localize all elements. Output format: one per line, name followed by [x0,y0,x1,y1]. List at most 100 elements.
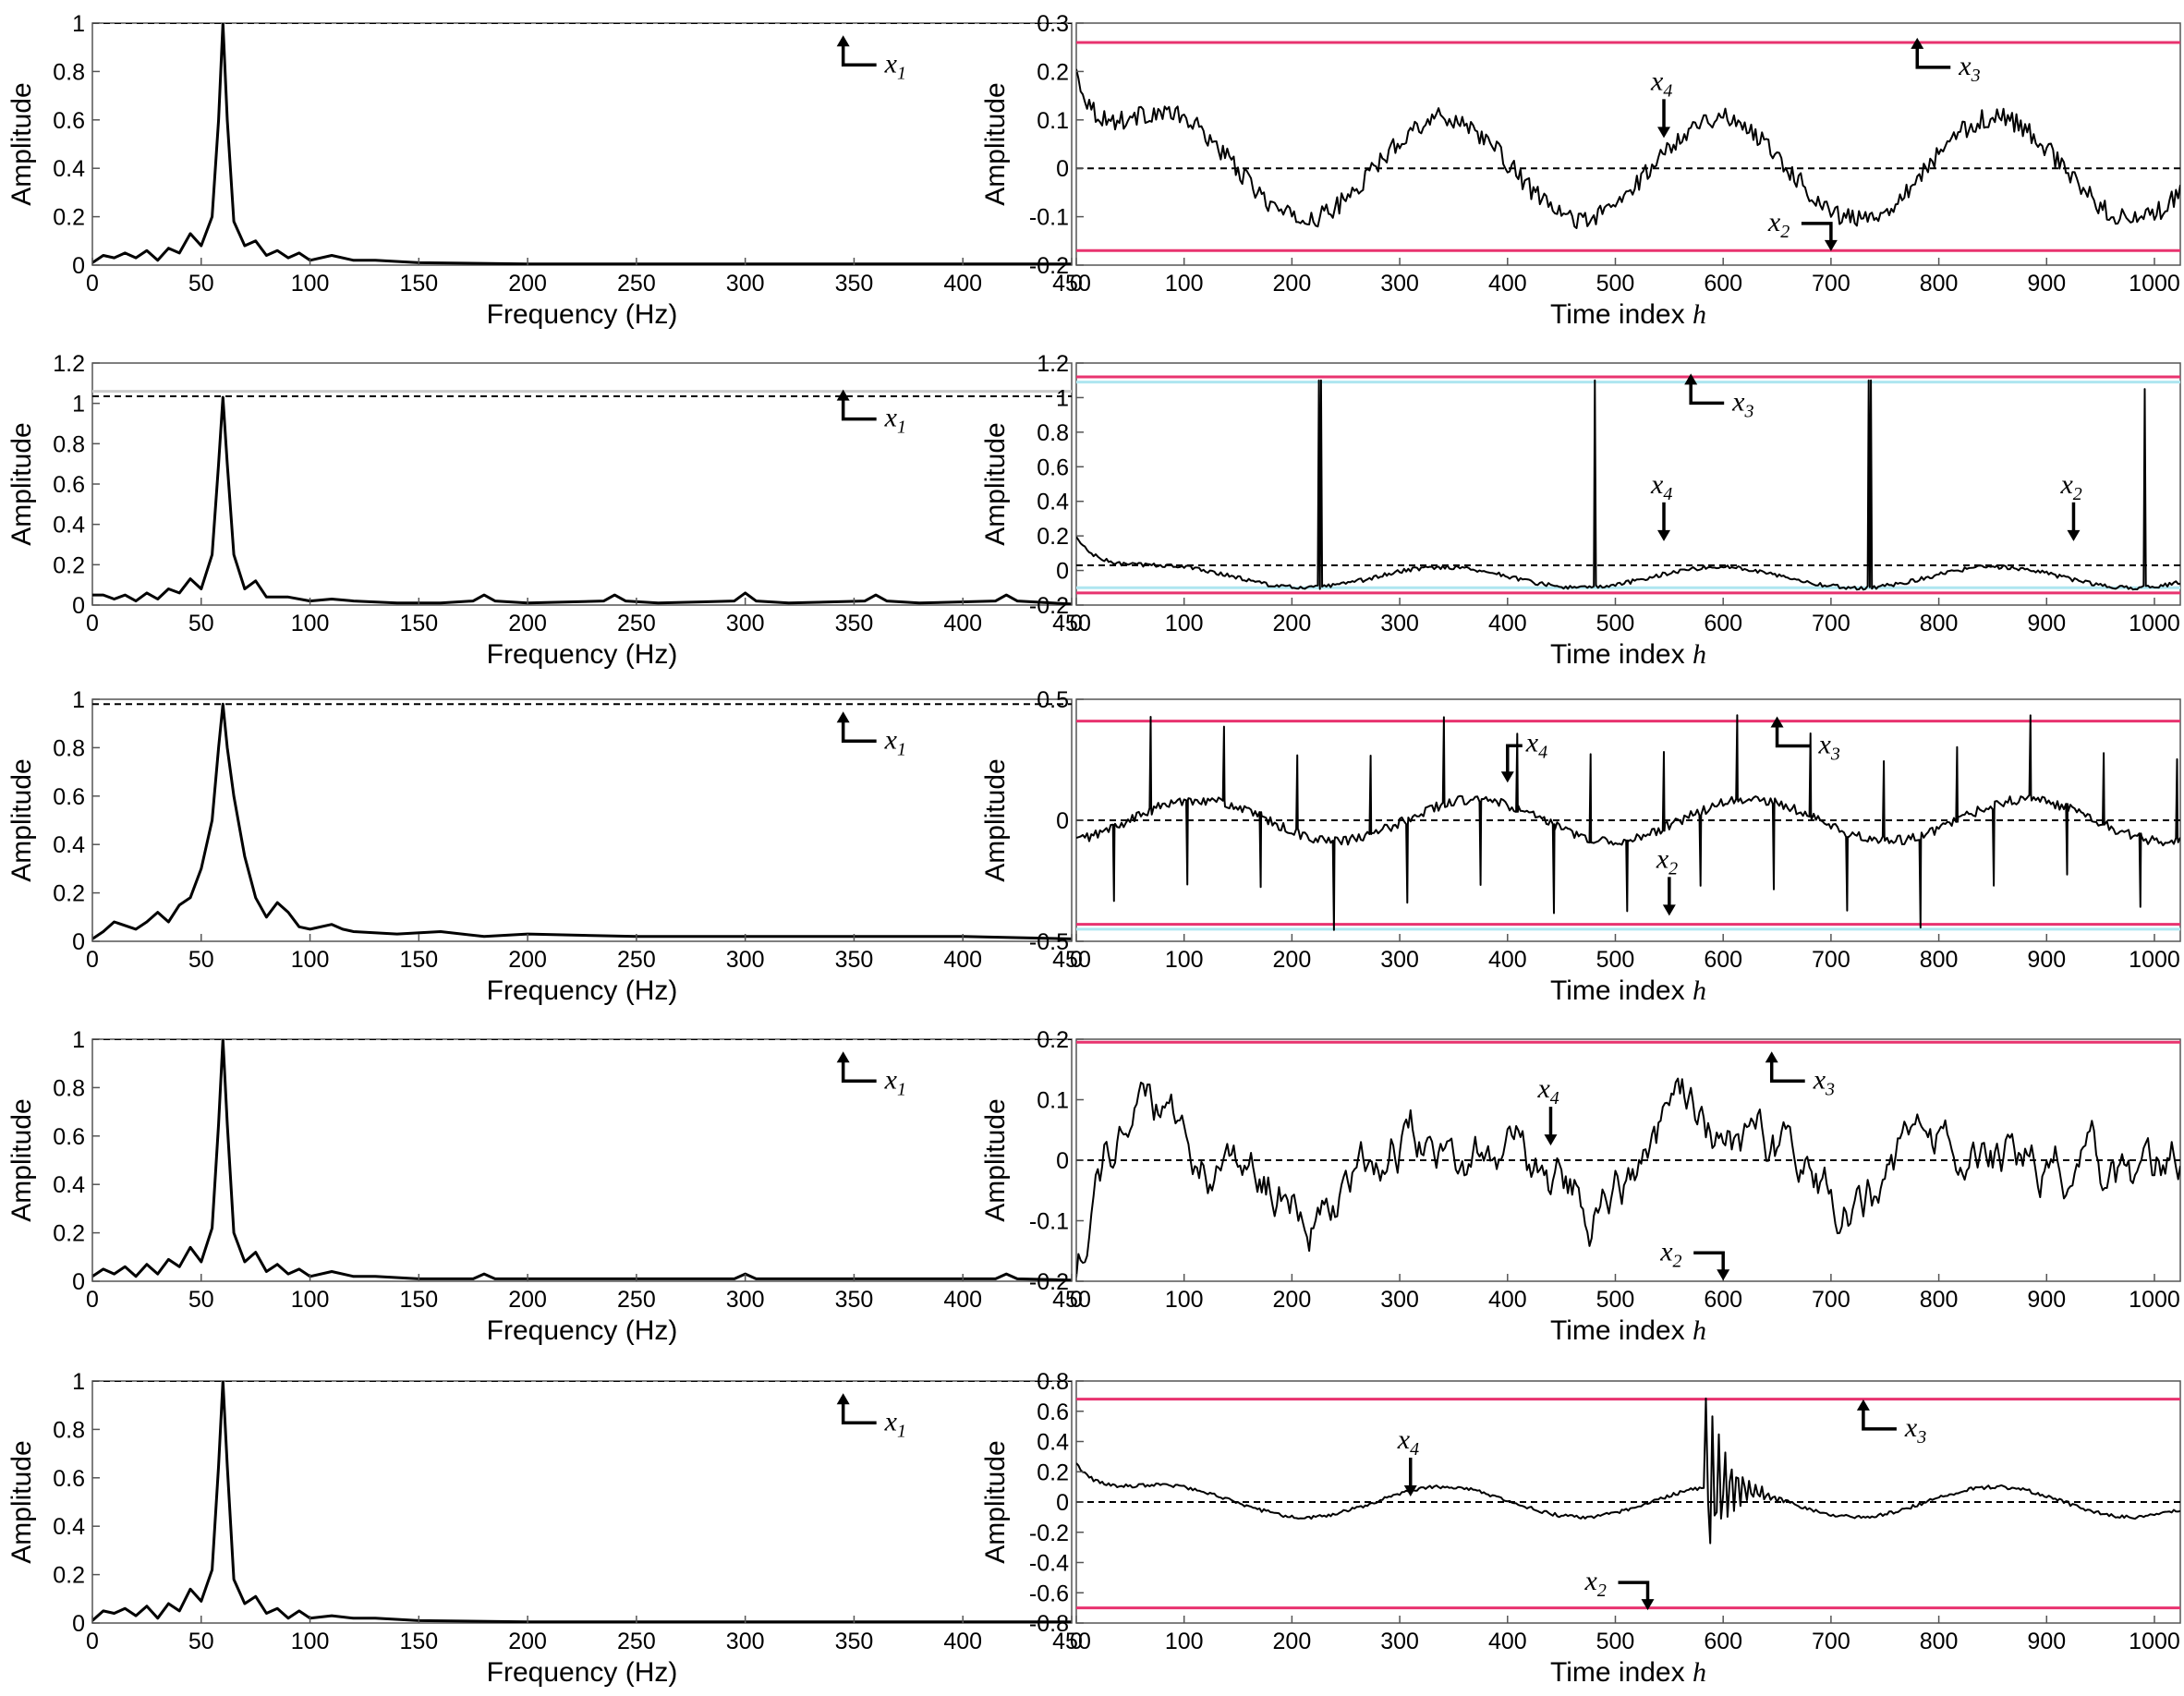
y-tick-label: 0.4 [53,1514,85,1540]
x-tick-label: 300 [726,1287,765,1313]
y-tick-label: 0 [72,593,85,619]
x-tick-label: 100 [291,1629,330,1654]
plot-frame [91,362,1073,606]
x-tick-label: 200 [1273,1287,1312,1313]
series-line [1076,714,2180,931]
y-tick-label: 0.5 [1037,687,1069,713]
y-tick-label: 0.8 [1037,420,1069,446]
x-tick-label: 250 [617,1629,656,1654]
x-tick-label: 500 [1596,271,1635,297]
series-line [1076,379,2180,591]
y-tick-label: 0.2 [1037,1460,1069,1485]
y-tick-label: 0 [1056,559,1069,585]
x-tick-label: 100 [1165,1287,1204,1313]
x-tick-label: 50 [188,611,214,636]
x-tick-label: 800 [1920,1287,1959,1313]
x-tick-label: 500 [1596,1287,1635,1313]
x-tick-label: 400 [1488,947,1527,973]
x-tick-label: 900 [2027,271,2066,297]
y-tick-label: -0.1 [1029,205,1069,231]
x-tick-label: 800 [1920,947,1959,973]
plot-frame [91,1038,1073,1282]
x-tick-label: 200 [1273,1629,1312,1654]
y-tick-label: 0.2 [53,1221,85,1247]
x-axis-label: Frequency (Hz) [487,299,678,330]
x-tick-label: 200 [508,1287,547,1313]
x-tick-label: 1000 [2129,1629,2180,1654]
x-tick-label: 450 [1052,947,1091,973]
y-tick-label: -0.2 [1029,593,1069,619]
x-tick-label: 400 [943,271,982,297]
y-axis-label: Amplitude [980,422,1011,545]
x-tick-label: 400 [943,1287,982,1313]
x-tick-label: 400 [1488,1287,1527,1313]
y-tick-label: -0.6 [1029,1581,1069,1606]
y-tick-label: 0 [72,253,85,279]
x-tick-label: 1000 [2129,611,2180,636]
x-tick-label: 700 [1812,947,1850,973]
y-tick-label: 0.8 [53,1075,85,1101]
y-tick-label: 0.6 [1037,1399,1069,1425]
x-tick-label: 600 [1704,947,1742,973]
x-tick-label: 50 [188,271,214,297]
x-tick-label: 450 [1052,271,1091,297]
x-tick-label: 600 [1704,611,1742,636]
x-tick-label: 900 [2027,611,2066,636]
x-tick-label: 350 [835,271,874,297]
x-tick-label: 200 [1273,271,1312,297]
x-tick-label: 400 [943,1629,982,1654]
x-tick-label: 1000 [2129,271,2180,297]
x-tick-label: 150 [399,271,438,297]
y-tick-label: 0.6 [53,1466,85,1492]
x-tick-label: 0 [86,271,99,297]
plot-frame [1075,1380,2181,1624]
x-tick-label: 0 [86,947,99,973]
y-tick-label: 0.2 [1037,524,1069,550]
y-tick-label: 1 [1056,385,1069,411]
x-tick-label: 600 [1704,1287,1742,1313]
x-axis-label: Frequency (Hz) [487,1315,678,1346]
x-tick-label: 200 [508,947,547,973]
y-tick-label: 0.1 [1037,108,1069,134]
y-axis-label: Amplitude [6,422,37,545]
y-tick-label: 0 [72,1269,85,1295]
x-tick-label: 700 [1812,271,1850,297]
x-axis-label: Time index h [1550,639,1706,670]
x-tick-label: 0 [1070,1287,1083,1313]
annotation-x2: x2 [1656,843,1678,916]
series-line [1076,1077,2180,1278]
x-tick-label: 0 [86,1287,99,1313]
y-tick-label: -0.1 [1029,1209,1069,1235]
y-tick-label: 0.2 [1037,1027,1069,1053]
x-tick-label: 300 [1380,947,1419,973]
annotation-x1: x1 [836,1051,906,1099]
annotation-x4: x4 [1650,469,1672,541]
annotation-x3: x3 [1765,1051,1835,1099]
y-tick-label: 0 [1056,808,1069,834]
x-tick-label: 50 [188,1629,214,1654]
x-tick-label: 0 [1070,271,1083,297]
annotation-x1: x1 [836,1393,906,1441]
x-axis-label: Time index h [1550,1315,1706,1346]
y-tick-label: 1 [72,1369,85,1395]
y-tick-label: 0.8 [53,1417,85,1443]
y-tick-label: 1 [72,1027,85,1053]
y-tick-label: 0.4 [1037,490,1069,515]
x-tick-label: 350 [835,947,874,973]
y-tick-label: 1 [72,392,85,418]
x-tick-label: 200 [1273,947,1312,973]
y-tick-label: 0.2 [53,552,85,578]
y-tick-label: 0 [72,929,85,955]
x-tick-label: 400 [943,947,982,973]
